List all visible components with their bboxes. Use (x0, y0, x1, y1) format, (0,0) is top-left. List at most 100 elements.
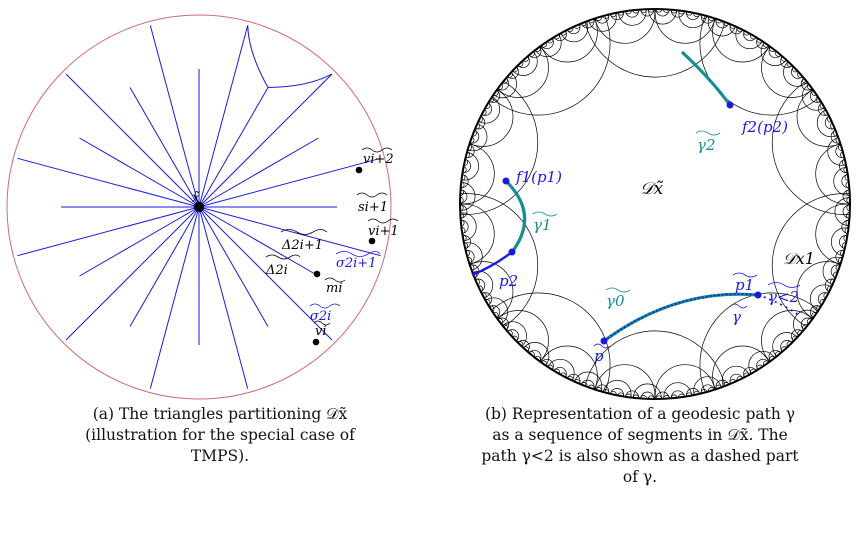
label-v-i: vi (315, 324, 327, 339)
tilde-mark (313, 320, 331, 326)
spoke-line (198, 206, 249, 389)
tiling-arc-large (582, 330, 728, 399)
tiling-arc-medium (815, 203, 850, 265)
label-p2: p2 (499, 272, 518, 290)
tiling-arc-medium (594, 9, 656, 44)
panel-a-triangle-partition: x̃ vi+2 si+1 vi+1 Δ2i+1 σ2i+1 Δ2i mi σ2i… (6, 14, 399, 400)
spoke-line (198, 206, 333, 341)
label-m-i: mi (326, 281, 343, 296)
segment-gamma-2 (680, 50, 732, 106)
label-p: p (594, 347, 604, 365)
tilde-mark (335, 251, 381, 257)
tilde-mark (367, 218, 399, 224)
spokes (17, 25, 381, 389)
label-gamma-0: γ0 (606, 292, 625, 310)
label-v-i-plus-2: vi+2 (363, 152, 394, 167)
label-gamma: γ (732, 308, 741, 326)
label-domain-x1: 𝒟x1 (783, 249, 815, 268)
label-gamma-2: γ2 (697, 136, 716, 154)
tiling-arc-large (465, 9, 611, 116)
caption-line: as a sequence of segments in 𝒟x̃. The (492, 426, 788, 444)
tilde-mark (605, 287, 631, 293)
caption-line: TMPS). (190, 447, 250, 465)
spoke-line (129, 87, 200, 208)
spoke-line (79, 206, 200, 277)
tiling-arc-micro (460, 204, 464, 212)
tilde-mark (265, 254, 301, 260)
tiling-arc-medium (815, 143, 850, 205)
tilde-mark (730, 303, 748, 309)
tiling-arc-large (699, 9, 845, 116)
point-m-i (313, 270, 321, 278)
spoke-line (149, 206, 200, 389)
spoke-line (65, 73, 200, 208)
tiling-arc-medium (796, 261, 850, 322)
label-x-tilde: x̃ (192, 190, 200, 206)
caption-line: path γ<2 is also shown as a dashed part (481, 447, 799, 465)
tiling-arc-medium (796, 86, 850, 147)
tiling-arc-medium (460, 143, 495, 205)
spoke-line (17, 206, 200, 257)
label-s-i-plus-1: si+1 (358, 200, 388, 215)
label-domain: 𝒟x̃ (640, 179, 664, 199)
label-gamma-1: γ1 (533, 216, 552, 234)
tilde-mark (695, 130, 721, 136)
boundary-circle (6, 14, 392, 400)
label-delta-2i: Δ2i (265, 263, 288, 278)
spoke-line (198, 87, 269, 208)
spoke-line (149, 25, 200, 208)
tilde-mark (732, 272, 758, 278)
label-v-i-plus-1: vi+1 (368, 224, 399, 239)
caption-line: (illustration for the special case of (85, 426, 355, 444)
point-v-i-plus-2 (355, 166, 363, 174)
caption-line: (b) Representation of a geodesic path γ (484, 405, 796, 423)
spoke-line (79, 137, 200, 208)
spoke-line (129, 206, 200, 327)
spoke-line (198, 206, 269, 327)
spoke-line (198, 25, 249, 208)
spoke-line (17, 157, 200, 208)
tilde-mark (532, 211, 558, 217)
point-p (600, 337, 608, 345)
spoke-line (198, 73, 333, 208)
tilde-mark (280, 229, 328, 235)
point-v-i-plus-1 (368, 237, 376, 245)
segment-gamma-1 (504, 179, 527, 253)
label-sigma-2i-plus-1: σ2i+1 (336, 256, 376, 271)
tilde-mark (593, 343, 611, 349)
label-p1: p1 (735, 276, 754, 294)
spoke-line (198, 157, 381, 208)
spoke-line (198, 137, 319, 208)
disk-boundary (459, 8, 851, 400)
point-p2 (508, 248, 516, 256)
caption-line: of γ. (622, 468, 658, 486)
spoke-line (198, 206, 381, 257)
label-gamma-lt2: γ<2 (768, 288, 799, 306)
caption-b: (b) Representation of a geodesic path γ … (430, 404, 850, 488)
point-f1-p1 (502, 177, 510, 185)
caption-a: (a) The triangles partitioning 𝒟x̃ (illu… (30, 404, 410, 467)
spoke-line (198, 206, 319, 277)
spoke-line (65, 206, 200, 341)
horocyclic-outline (247, 25, 333, 89)
tiling-arc-micro (460, 196, 464, 204)
tilde-mark (356, 192, 388, 198)
tilde-mark (767, 282, 801, 288)
tilde-mark (309, 303, 341, 309)
segment-p2-blue (471, 251, 513, 277)
tiling-arc-medium (460, 86, 514, 147)
point-f2-p2 (726, 101, 734, 109)
center-point (194, 202, 204, 212)
point-v-i (312, 338, 320, 346)
segment-gamma-lt2-dashed (757, 294, 801, 317)
label-sigma-2i: σ2i (310, 309, 331, 324)
segment-gamma-dotted (603, 293, 759, 342)
label-f1: f1(p1) (515, 168, 562, 186)
caption-line: (a) The triangles partitioning 𝒟x̃ (92, 405, 348, 423)
tilde-mark (324, 277, 346, 283)
point-p1 (754, 291, 762, 299)
tiling-arc-large (582, 9, 728, 78)
tiling-arc-medium (654, 9, 716, 44)
label-f2: f2(p2) (741, 118, 788, 136)
